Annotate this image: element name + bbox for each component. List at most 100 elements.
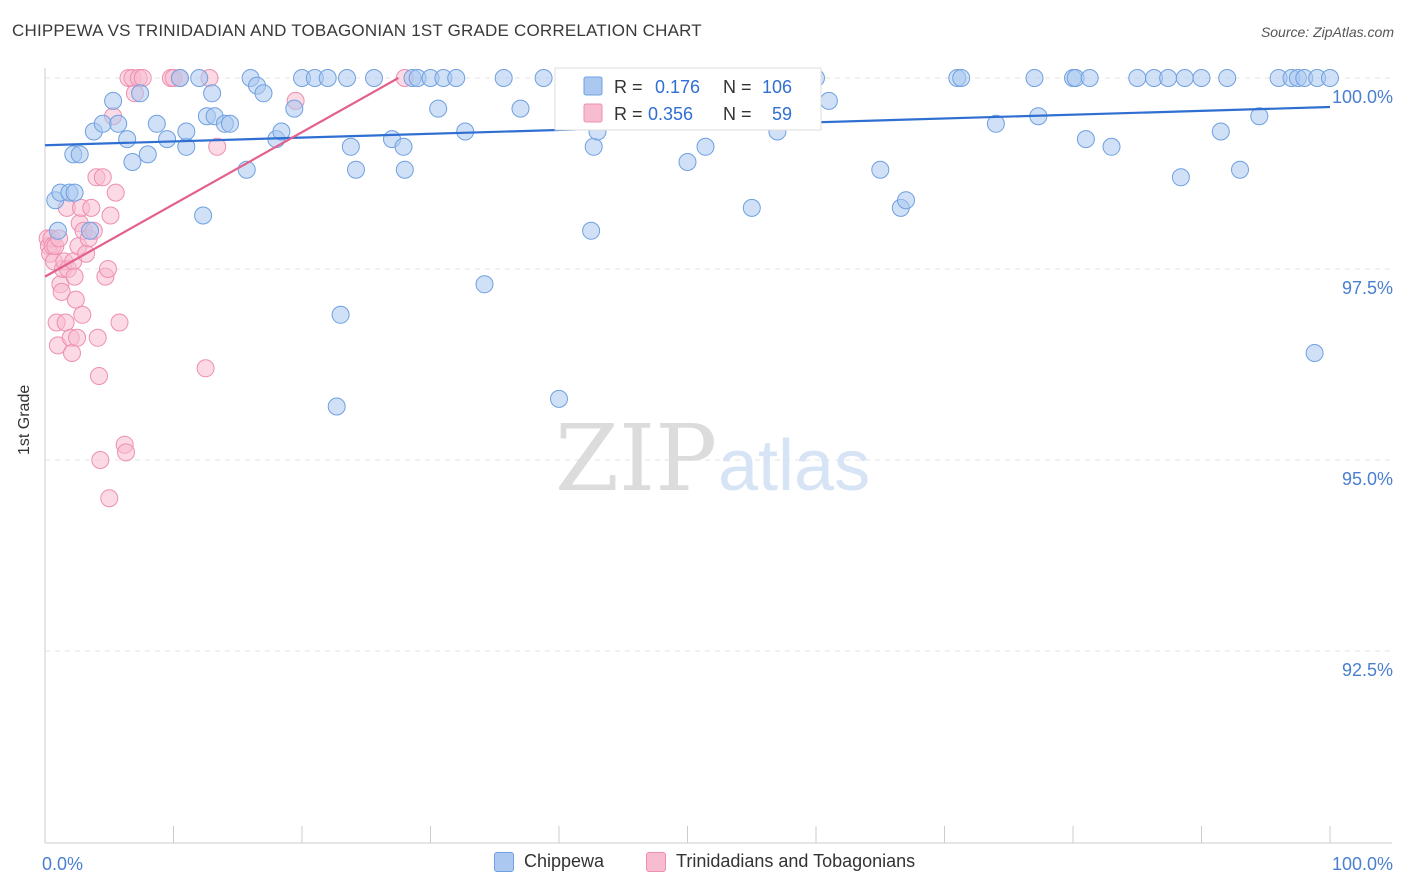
- point-chippewa-89: [1128, 69, 1147, 87]
- legend-n-value-trinidadians: 59: [772, 104, 792, 124]
- trend-line-trinidadians: [44, 77, 399, 278]
- point-chippewa-9: [93, 114, 112, 133]
- point-chippewa-40: [338, 69, 356, 87]
- point-chippewa-94: [1192, 69, 1211, 87]
- point-chippewa-81: [986, 114, 1005, 133]
- source-label: Source: ZipAtlas.com: [1260, 24, 1394, 40]
- point-trinidadians-39: [100, 489, 119, 508]
- point-chippewa-56: [511, 99, 530, 118]
- point-chippewa-98: [1250, 107, 1269, 126]
- legend-swatch-trinidadians: [583, 103, 603, 123]
- point-chippewa-39: [331, 305, 350, 324]
- chart-title: CHIPPEWA VS TRINIDADIAN AND TOBAGONIAN 1…: [12, 21, 702, 40]
- point-chippewa-58: [550, 389, 568, 408]
- point-chippewa-12: [118, 130, 137, 149]
- point-chippewa-54: [475, 275, 494, 294]
- x-tick-label-0: 0.0%: [42, 854, 83, 874]
- point-trinidadians-21: [66, 290, 85, 309]
- axes: [44, 68, 1392, 844]
- point-trinidadians-38: [99, 260, 117, 278]
- point-chippewa-92: [1171, 168, 1190, 187]
- point-trinidadians-56: [208, 137, 227, 156]
- point-trinidadians-30: [82, 198, 101, 217]
- point-chippewa-57: [534, 69, 553, 87]
- point-chippewa-96: [1218, 69, 1237, 87]
- legend-n-label-chippewa: N =: [723, 77, 752, 97]
- point-chippewa-15: [138, 145, 157, 164]
- point-chippewa-18: [170, 69, 189, 87]
- point-chippewa-34: [285, 99, 304, 118]
- point-trinidadians-54: [196, 359, 215, 378]
- point-chippewa-17: [158, 130, 177, 149]
- point-trinidadians-40: [101, 206, 120, 225]
- point-trinidadians-14: [56, 313, 75, 332]
- legend-r-label-chippewa: R =: [614, 77, 643, 97]
- point-chippewa-21: [190, 69, 209, 87]
- point-chippewa-97: [1231, 160, 1249, 179]
- point-chippewa-61: [582, 221, 601, 240]
- point-chippewa-80: [952, 69, 971, 87]
- point-chippewa-4: [65, 183, 84, 202]
- point-chippewa-16: [147, 114, 166, 133]
- point-trinidadians-22: [68, 328, 87, 347]
- point-chippewa-78: [897, 191, 915, 210]
- legend-label-trinidadians: Trinidadians and Tobagonians: [676, 851, 916, 871]
- x-tick-labels: 0.0% 100.0%: [42, 854, 1393, 874]
- y-tick-label-1: 95.0%: [1342, 469, 1393, 489]
- legend-label-chippewa: Chippewa: [524, 851, 605, 871]
- point-chippewa-75: [819, 91, 838, 110]
- point-chippewa-76: [871, 160, 890, 179]
- point-chippewa-6: [70, 145, 89, 164]
- point-chippewa-69: [678, 153, 697, 171]
- point-chippewa-20: [177, 122, 196, 141]
- point-trinidadians-50: [133, 69, 152, 87]
- point-chippewa-33: [272, 122, 291, 141]
- point-chippewa-42: [347, 160, 365, 179]
- point-trinidadians-43: [110, 313, 129, 332]
- point-chippewa-105: [1321, 69, 1339, 87]
- point-chippewa-93: [1175, 69, 1194, 87]
- point-chippewa-70: [696, 137, 715, 156]
- legend-item-chippewa: Chippewa: [494, 851, 604, 872]
- point-chippewa-103: [1305, 344, 1324, 362]
- point-chippewa-27: [221, 114, 239, 133]
- bottom-legend: Chippewa Trinidadians and Tobagonians: [0, 851, 1406, 877]
- point-chippewa-24: [203, 84, 222, 103]
- legend-n-value-chippewa: 106: [762, 77, 792, 97]
- point-chippewa-87: [1080, 69, 1099, 87]
- point-trinidadians-45: [117, 443, 135, 462]
- watermark: ZIP atlas: [555, 405, 870, 512]
- point-trinidadians-33: [88, 328, 107, 347]
- stats-legend: R = 0.176 N = 106 R = 0.356 N = 59: [554, 67, 822, 131]
- legend-r-value-trinidadians: 0.356: [648, 104, 693, 124]
- point-chippewa-82: [1025, 69, 1044, 87]
- point-chippewa-41: [341, 137, 360, 156]
- point-chippewa-14: [131, 84, 150, 103]
- point-trinidadians-42: [106, 183, 125, 202]
- watermark-zip: ZIP: [555, 405, 717, 512]
- point-chippewa-31: [254, 84, 273, 103]
- point-chippewa-50: [429, 99, 448, 118]
- watermark-atlas: atlas: [718, 426, 870, 506]
- point-chippewa-38: [327, 397, 346, 416]
- gridlines: [45, 77, 1392, 652]
- point-chippewa-37: [318, 69, 337, 87]
- point-chippewa-72: [742, 198, 761, 217]
- legend-item-trinidadians: Trinidadians and Tobagonians: [646, 851, 915, 872]
- point-chippewa-88: [1102, 137, 1121, 156]
- y-tick-label-0: 92.5%: [1342, 660, 1393, 680]
- point-trinidadians-26: [73, 305, 92, 324]
- point-chippewa-43: [365, 69, 383, 87]
- point-chippewa-52: [447, 69, 466, 87]
- y-tick-label-3: 100.0%: [1332, 87, 1393, 107]
- point-trinidadians-18: [63, 344, 81, 362]
- point-chippewa-91: [1159, 69, 1178, 87]
- point-chippewa-55: [494, 69, 513, 87]
- x-tick-label-1: 100.0%: [1332, 854, 1393, 874]
- point-chippewa-95: [1211, 122, 1230, 141]
- point-trinidadians-20: [65, 267, 84, 286]
- legend-r-label-trinidadians: R =: [614, 104, 643, 124]
- point-chippewa-86: [1076, 130, 1095, 149]
- point-chippewa-46: [395, 160, 414, 179]
